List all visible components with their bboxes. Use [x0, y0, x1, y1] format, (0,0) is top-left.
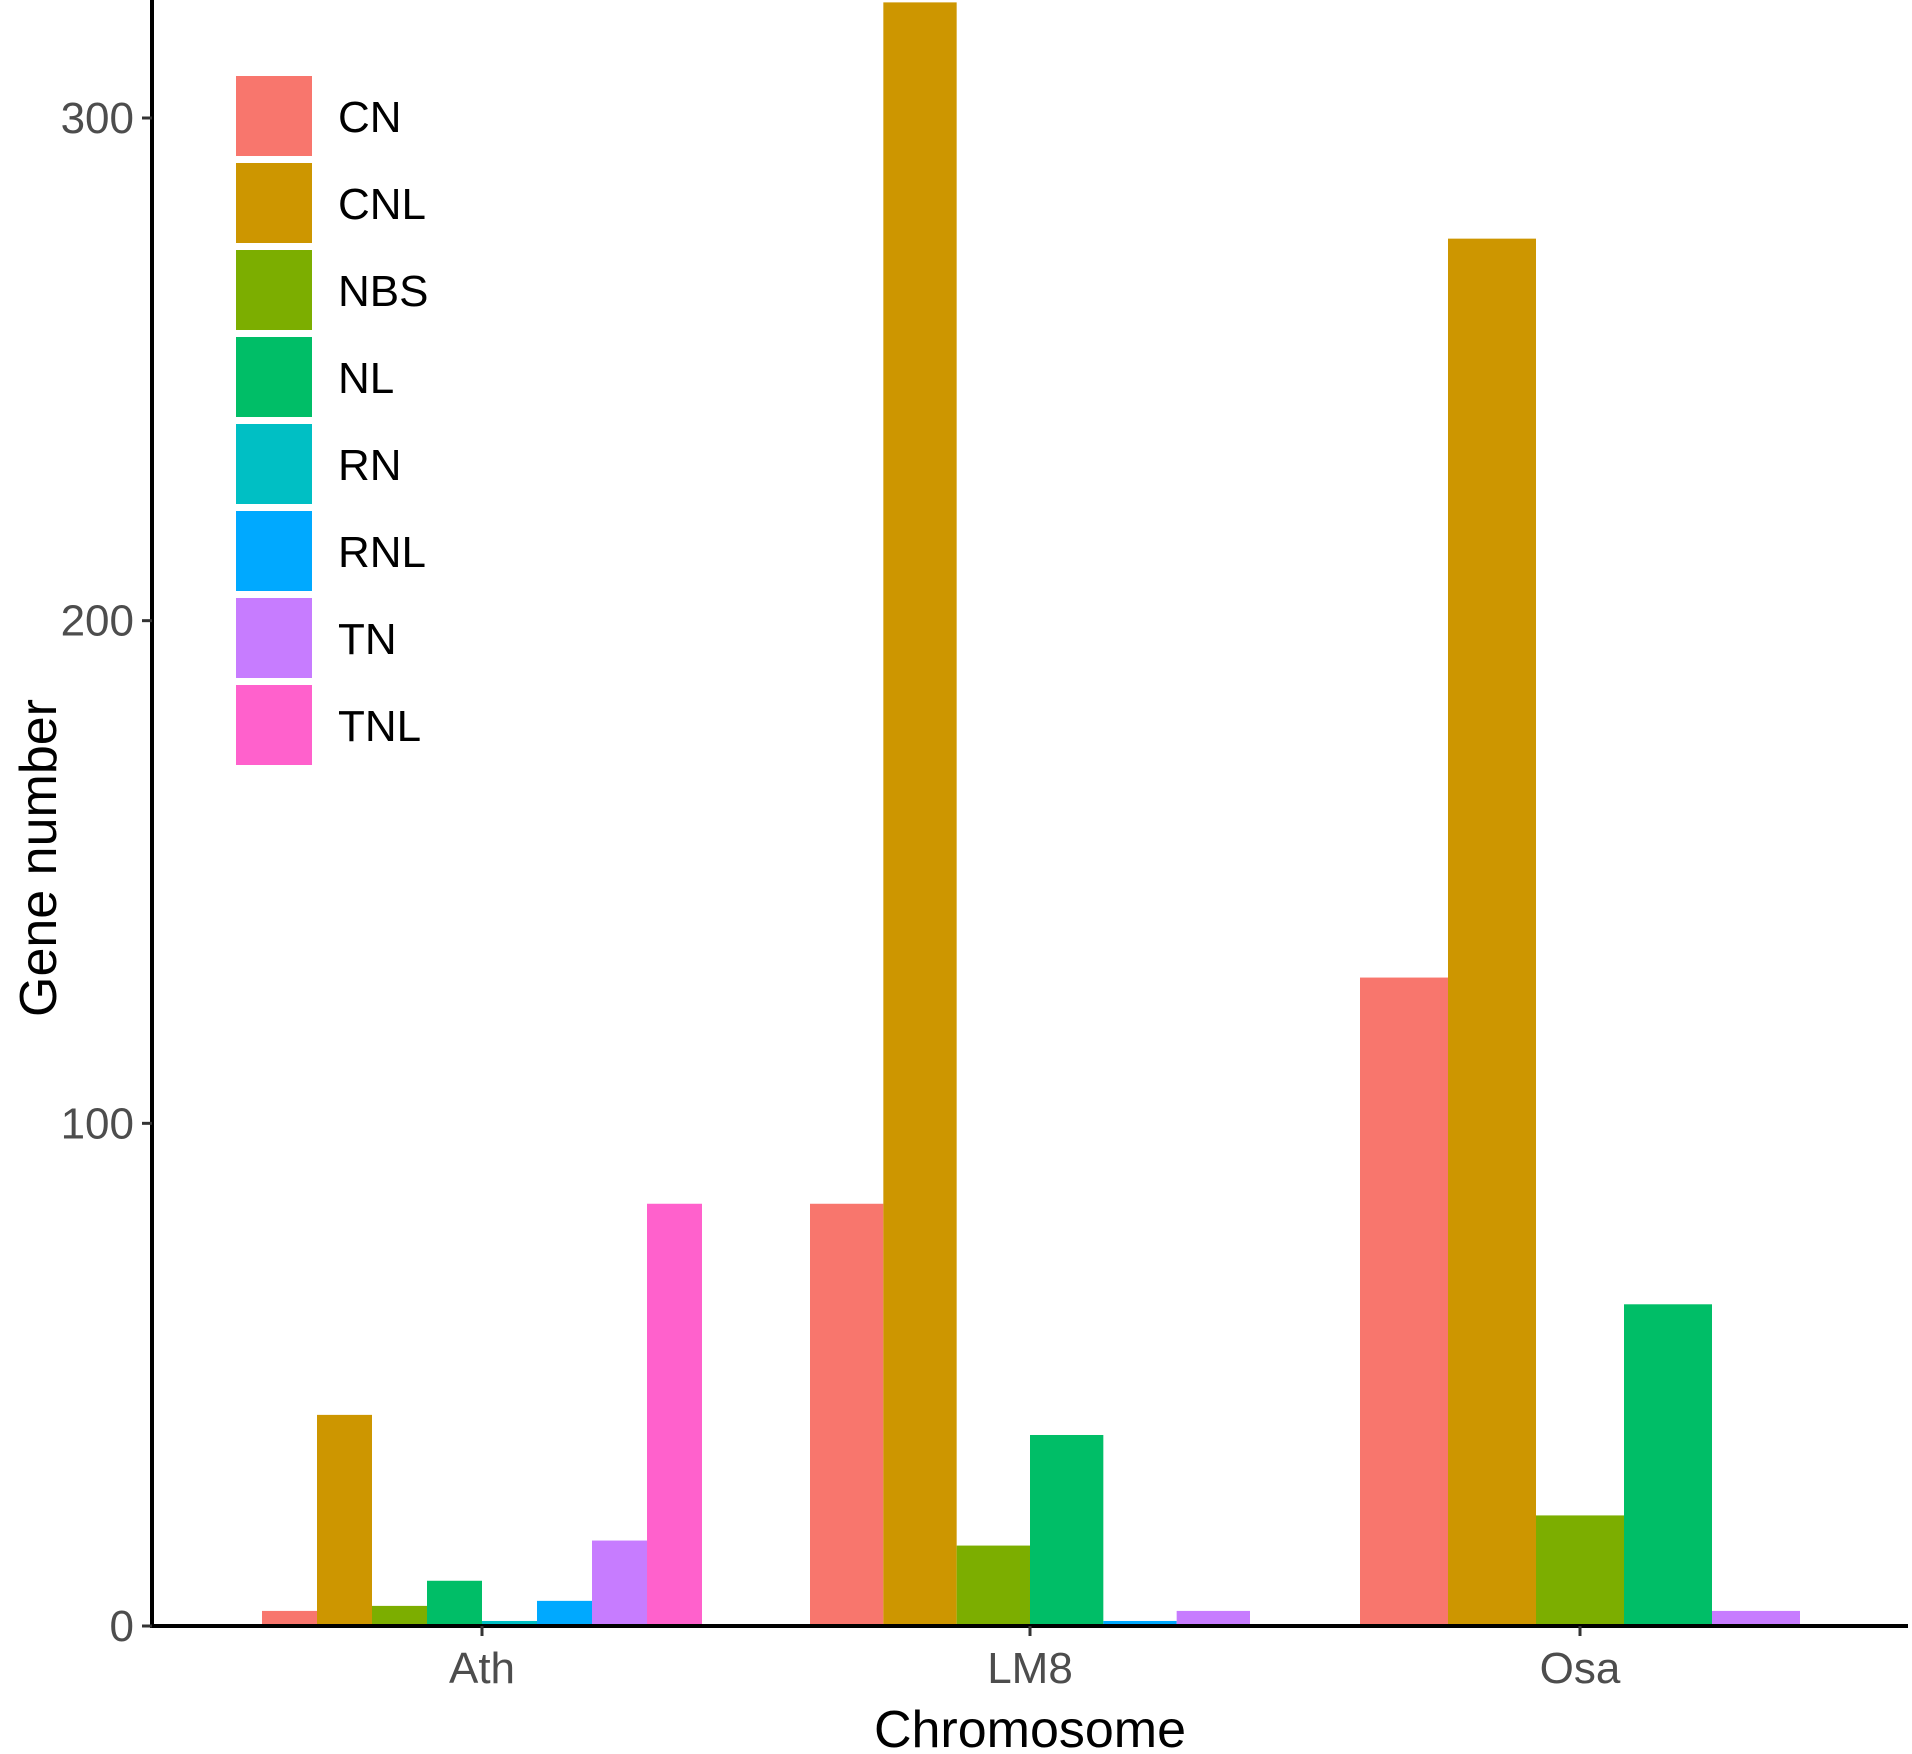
bar-osa-cnl	[1448, 238, 1536, 1626]
legend-key-rn	[236, 424, 312, 504]
bar-ath-nbs	[372, 1605, 427, 1626]
legend-key-tn	[236, 598, 312, 678]
bar-lm8-rnl	[1103, 1620, 1177, 1626]
legend-key-nl	[236, 337, 312, 417]
bar-osa-nbs	[1536, 1515, 1624, 1626]
legend: CN CNL NBS NL RN RNL TN TNL	[236, 76, 428, 765]
legend-label-nl: NL	[338, 354, 394, 403]
bar-lm8-cn	[810, 1203, 884, 1626]
x-tick-label: Ath	[449, 1644, 515, 1693]
y-tick-label: 200	[61, 597, 134, 646]
legend-label-cn: CN	[338, 93, 402, 142]
y-tick-label: 100	[61, 1099, 134, 1148]
legend-label-rn: RN	[338, 441, 402, 490]
bar-lm8-cnl	[883, 2, 957, 1626]
bar-ath-nl	[427, 1580, 482, 1626]
bar-ath-rn	[482, 1620, 537, 1626]
x-tick-label: Osa	[1540, 1644, 1621, 1693]
bar-osa-cn	[1360, 977, 1448, 1626]
bar-lm8-tn	[1176, 1610, 1250, 1626]
legend-label-rnl: RNL	[338, 528, 426, 577]
bar-ath-tn	[592, 1540, 647, 1626]
y-tick-label: 300	[61, 94, 134, 143]
legend-key-cnl	[236, 163, 312, 243]
legend-key-nbs	[236, 250, 312, 330]
y-ticks: 0 100 200 300	[61, 94, 152, 1651]
legend-label-nbs: NBS	[338, 267, 428, 316]
bar-ath-cnl	[317, 1414, 372, 1626]
legend-key-rnl	[236, 511, 312, 591]
bar-lm8-nl	[1030, 1434, 1104, 1626]
bar-osa-tn	[1712, 1610, 1800, 1626]
bar-lm8-nbs	[956, 1545, 1030, 1626]
legend-key-tnl	[236, 685, 312, 765]
y-tick-label: 0	[110, 1602, 134, 1651]
y-axis-title: Gene number	[10, 699, 68, 1017]
legend-label-tnl: TNL	[338, 702, 421, 751]
legend-label-tn: TN	[338, 615, 397, 664]
bar-ath-tnl	[647, 1203, 702, 1626]
x-tick-label: LM8	[987, 1644, 1073, 1693]
bar-ath-rnl	[537, 1600, 592, 1626]
bar-osa-nl	[1624, 1304, 1712, 1626]
legend-key-cn	[236, 76, 312, 156]
x-ticks: Ath LM8 Osa	[449, 1626, 1621, 1693]
legend-label-cnl: CNL	[338, 180, 426, 229]
bars-layer	[262, 2, 1800, 1626]
bar-ath-cn	[262, 1610, 317, 1626]
x-axis-title: Chromosome	[874, 1701, 1186, 1749]
